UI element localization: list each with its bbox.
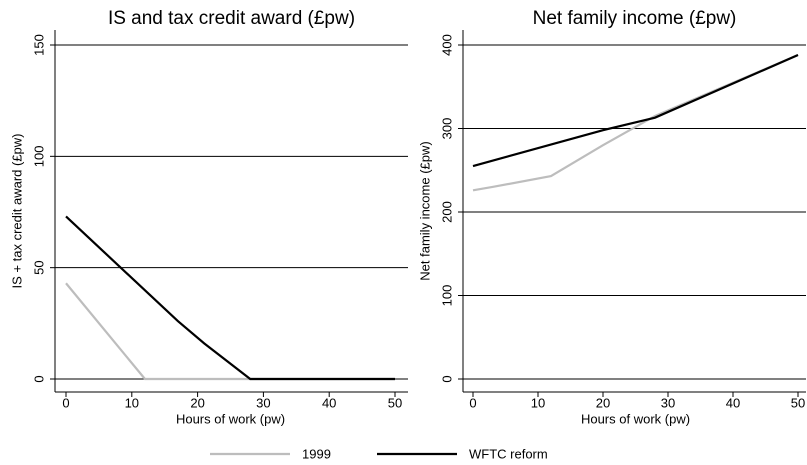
x-axis-label: Hours of work (pw) bbox=[581, 411, 690, 426]
y-axis-label: Net family income (£pw) bbox=[417, 141, 432, 280]
x-tick-label: 30 bbox=[661, 395, 675, 410]
y-tick-label: 200 bbox=[439, 201, 454, 223]
y-tick-label: 50 bbox=[31, 260, 46, 274]
y-tick-label: 100 bbox=[439, 285, 454, 307]
y-tick-label: 0 bbox=[439, 375, 454, 382]
x-tick-label: 20 bbox=[190, 395, 204, 410]
chart-title: Net family income (£pw) bbox=[533, 8, 737, 29]
x-axis-label: Hours of work (pw) bbox=[176, 411, 285, 426]
x-tick-label: 10 bbox=[125, 395, 139, 410]
x-tick-label: 10 bbox=[531, 395, 545, 410]
chart-title: IS and tax credit award (£pw) bbox=[108, 8, 355, 29]
legend-label: WFTC reform bbox=[469, 446, 548, 461]
data-line bbox=[65, 215, 395, 381]
y-tick-label: 150 bbox=[31, 34, 46, 56]
y-tick-label: 0 bbox=[31, 375, 46, 382]
data-line bbox=[472, 54, 799, 192]
x-tick-label: 20 bbox=[596, 395, 610, 410]
x-tick-label: 40 bbox=[322, 395, 336, 410]
y-tick-label: 300 bbox=[439, 118, 454, 140]
data-line bbox=[472, 54, 799, 168]
x-tick-label: 30 bbox=[256, 395, 270, 410]
y-axis-label: IS + tax credit award (£pw) bbox=[9, 134, 24, 289]
x-tick-label: 50 bbox=[791, 395, 805, 410]
x-tick-label: 40 bbox=[726, 395, 740, 410]
legend-label: 1999 bbox=[302, 446, 331, 461]
y-tick-label: 400 bbox=[439, 34, 454, 56]
y-tick-label: 100 bbox=[31, 145, 46, 167]
x-tick-label: 0 bbox=[469, 395, 476, 410]
x-tick-label: 0 bbox=[62, 395, 69, 410]
x-tick-label: 50 bbox=[388, 395, 402, 410]
